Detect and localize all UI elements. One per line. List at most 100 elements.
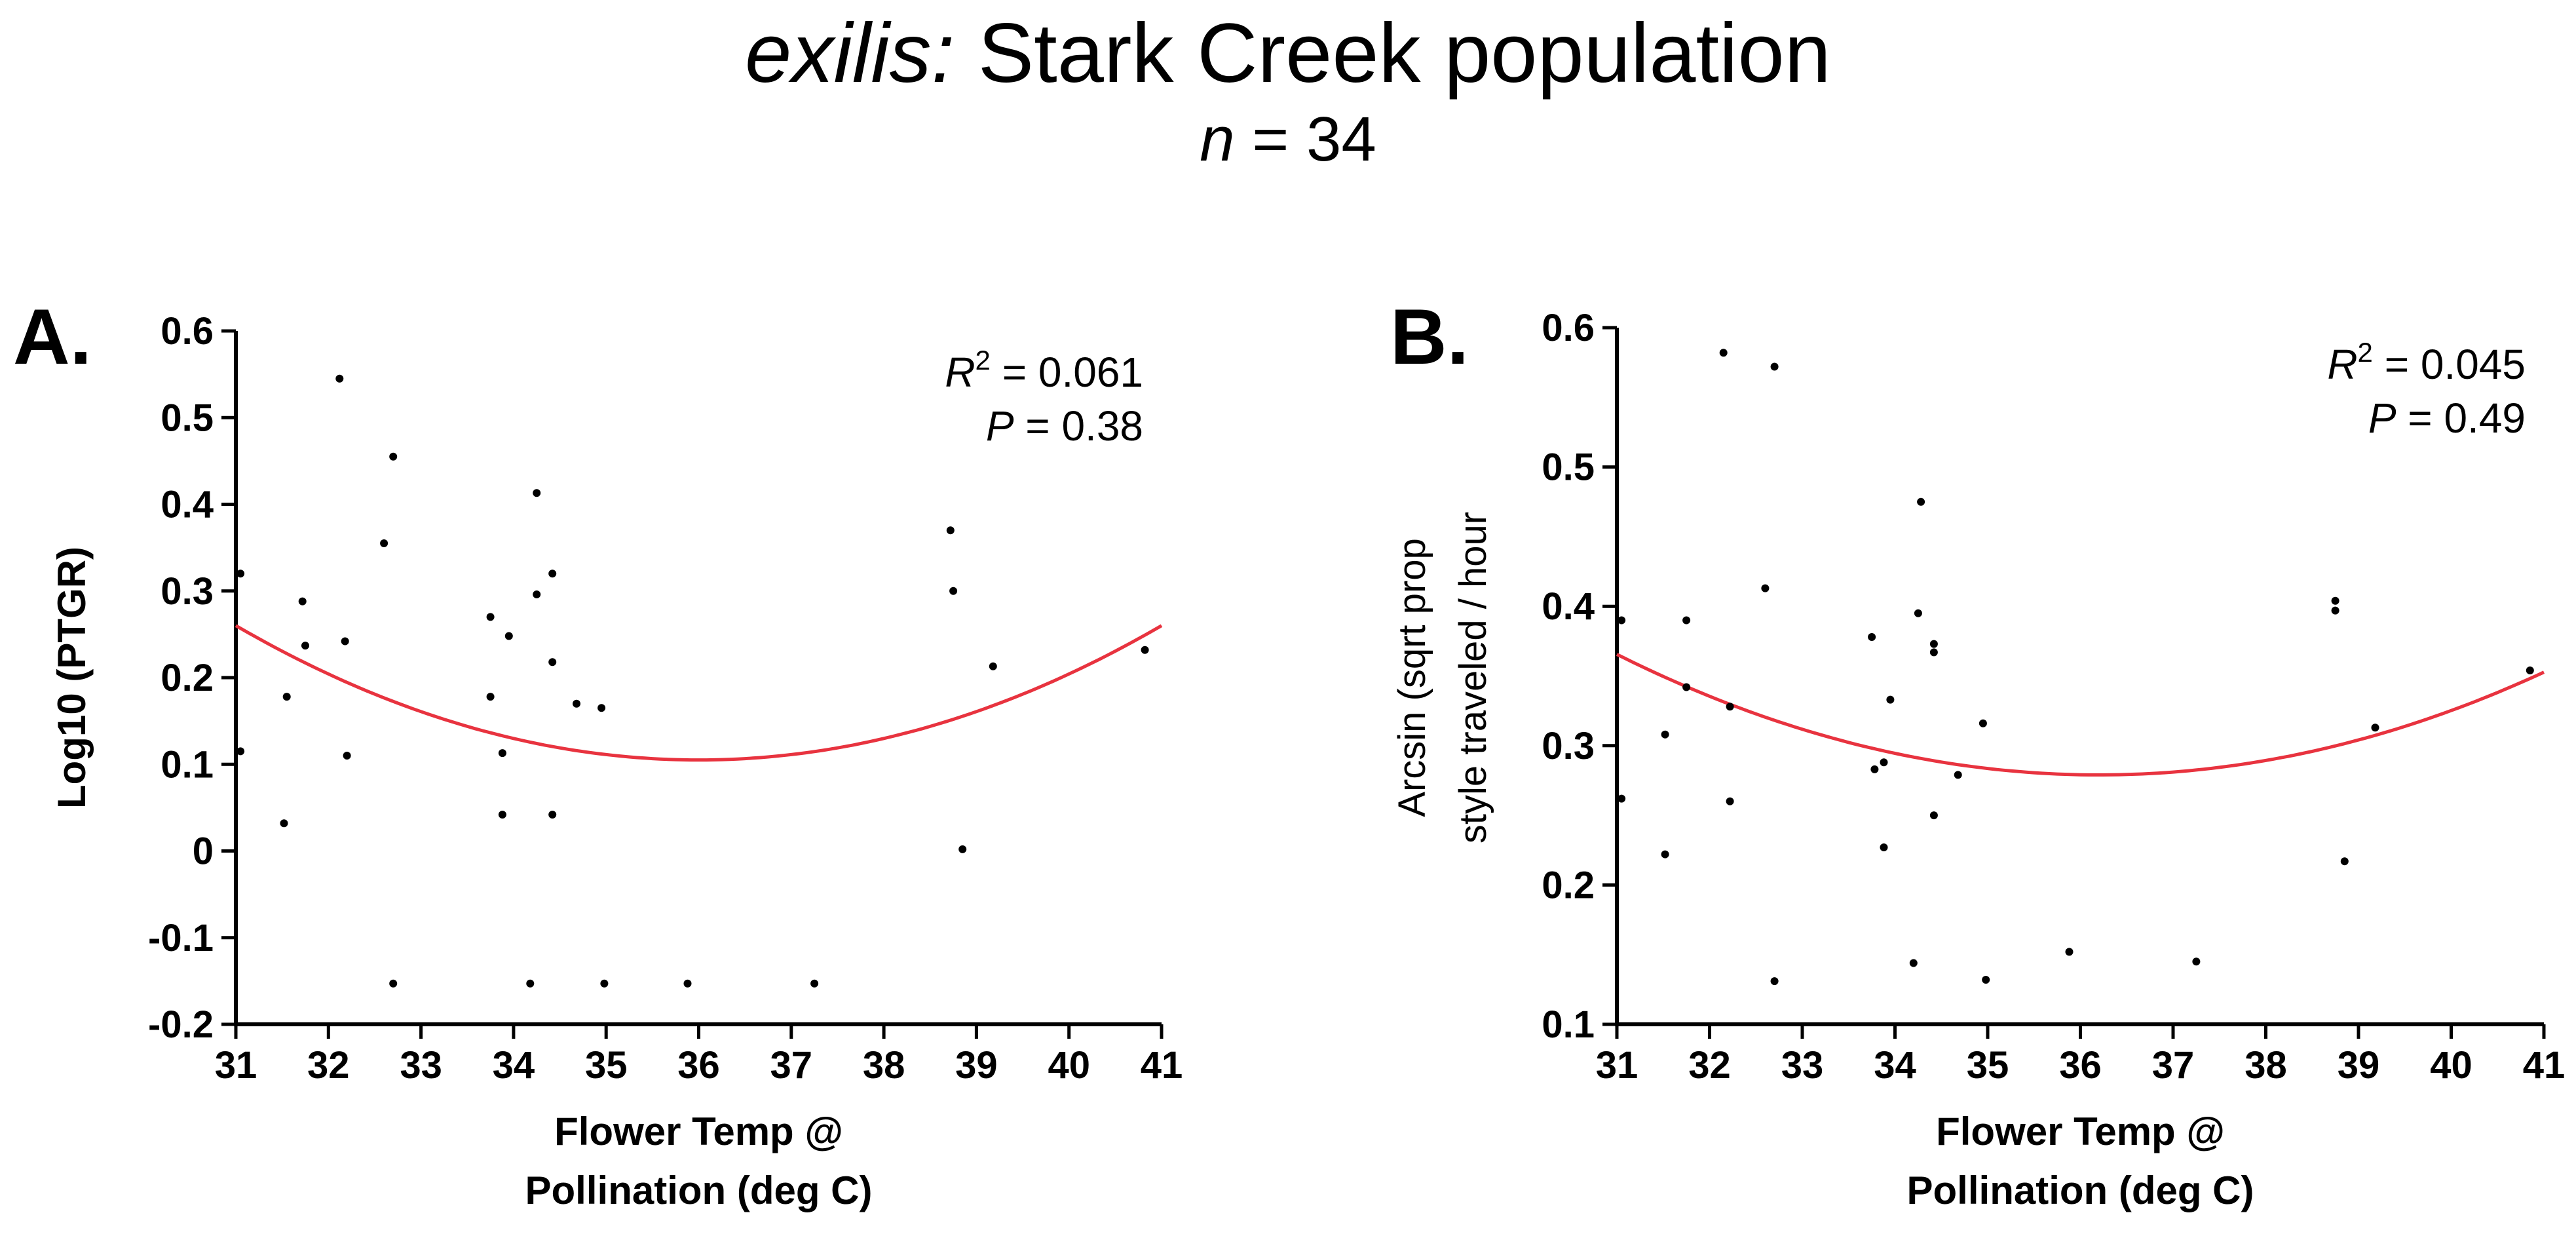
y-axis-title-line: Arcsin (sqrt prop: [1391, 538, 1433, 817]
x-tick-label: 33: [1781, 1044, 1824, 1087]
r-squared-annotation: R2 = 0.061: [945, 345, 1143, 396]
x-tick-label: 40: [1048, 1044, 1090, 1087]
data-point: [1726, 703, 1734, 711]
data-point: [810, 979, 819, 988]
data-point: [548, 658, 557, 666]
data-point: [1618, 616, 1626, 625]
data-point: [298, 597, 307, 606]
data-point: [548, 570, 557, 578]
subtitle-n: n: [1200, 104, 1235, 174]
x-axis-title-line: Flower Temp @: [554, 1110, 843, 1153]
figure-title: exilis: Stark Creek population: [0, 5, 2576, 102]
data-point: [335, 374, 344, 383]
data-point: [237, 570, 245, 578]
data-point: [573, 699, 580, 708]
x-axis-title-line: Pollination (deg C): [1907, 1168, 2254, 1212]
y-tick-label: -0.1: [148, 917, 214, 959]
y-tick-label: 0.3: [161, 570, 214, 613]
data-point: [597, 704, 606, 712]
data-point: [343, 752, 351, 760]
y-tick-label: 0.2: [1542, 864, 1595, 906]
y-tick-label: 0.5: [1542, 446, 1595, 489]
y-tick-label: 0.5: [161, 396, 214, 439]
data-point: [1909, 959, 1918, 967]
data-point: [237, 747, 245, 756]
data-point: [389, 452, 398, 461]
y-axis-title-line: Log10 (PTGR): [50, 547, 94, 809]
data-point: [1929, 811, 1938, 820]
x-tick-label: 39: [955, 1044, 998, 1087]
y-tick-label: 0.4: [1542, 585, 1595, 628]
data-point: [389, 979, 398, 988]
data-point: [946, 526, 955, 535]
x-tick-label: 33: [400, 1044, 442, 1087]
p-value-annotation: P = 0.49: [2368, 395, 2526, 442]
y-tick-label: 0.4: [161, 484, 214, 526]
data-point: [1761, 584, 1770, 592]
data-point: [1979, 719, 1987, 727]
y-axis-title-line: style traveled / hour: [1452, 512, 1494, 843]
x-tick-label: 32: [1688, 1044, 1731, 1087]
x-axis-title-line: Flower Temp @: [1936, 1110, 2225, 1153]
chart-panel-a: 31 32 33 34 35 36 37 38 39 40 41 -0.2 -0.1 0 0.1 0.2 0.3…: [13, 293, 1183, 1212]
data-point: [548, 811, 557, 819]
x-tick-label: 36: [2059, 1044, 2102, 1087]
data-point: [533, 489, 541, 497]
data-point: [504, 632, 513, 640]
data-point: [486, 613, 495, 621]
data-point: [2331, 606, 2339, 615]
x-tick-label: 41: [1141, 1044, 1183, 1087]
y-tick-label: -0.2: [148, 1003, 214, 1046]
x-tick-label: 31: [215, 1044, 257, 1087]
data-point: [989, 662, 997, 670]
x-tick-label: 32: [307, 1044, 350, 1087]
data-point: [1870, 765, 1879, 773]
y-tick-label: 0.6: [161, 310, 214, 353]
data-point: [1886, 695, 1895, 704]
p-value-annotation: P = 0.38: [986, 402, 1143, 450]
panel-letter: A.: [13, 293, 92, 381]
data-point: [1880, 758, 1888, 767]
data-point: [2065, 948, 2074, 956]
data-point: [600, 979, 609, 988]
x-tick-label: 37: [770, 1044, 813, 1087]
data-point: [341, 637, 349, 646]
panel-letter: B.: [1390, 293, 1469, 381]
data-point: [1682, 616, 1691, 625]
chart-panel-b: 31 32 33 34 35 36 37 38 39 40 41 0.1 0.2 0.3 0.4 0.5 0.6…: [1390, 293, 2565, 1212]
data-point: [1982, 976, 1990, 984]
data-point: [1618, 794, 1626, 803]
data-point: [1929, 640, 1938, 648]
data-point: [1929, 648, 1938, 657]
data-point: [2526, 666, 2534, 674]
data-point: [282, 693, 291, 701]
x-tick-label: 35: [585, 1044, 628, 1087]
data-point: [2340, 857, 2349, 866]
x-tick-label: 31: [1596, 1044, 1638, 1087]
fit-curve: [1616, 653, 2545, 777]
data-point: [1682, 683, 1691, 691]
data-point: [280, 819, 288, 828]
x-tick-label: 38: [863, 1044, 905, 1087]
data-point: [958, 845, 967, 853]
x-tick-label: 37: [2152, 1044, 2195, 1087]
data-point: [1661, 850, 1669, 859]
data-point: [498, 811, 506, 819]
data-point: [949, 587, 958, 595]
x-tick-label: 34: [1874, 1044, 1916, 1087]
data-point: [2192, 957, 2201, 966]
x-tick-label: 34: [493, 1044, 535, 1087]
data-point: [498, 749, 506, 758]
data-point: [1661, 730, 1669, 739]
y-tick-label: 0.1: [1542, 1003, 1595, 1046]
y-tick-label: 0.2: [161, 657, 214, 699]
x-tick-label: 36: [677, 1044, 720, 1087]
data-point: [1726, 797, 1734, 805]
title-rest: Stark Creek population: [955, 7, 1831, 100]
x-tick-label: 35: [1967, 1044, 2009, 1087]
x-tick-label: 40: [2430, 1044, 2472, 1087]
data-point: [526, 979, 535, 988]
data-point: [1917, 497, 1925, 506]
data-point: [1868, 633, 1876, 641]
